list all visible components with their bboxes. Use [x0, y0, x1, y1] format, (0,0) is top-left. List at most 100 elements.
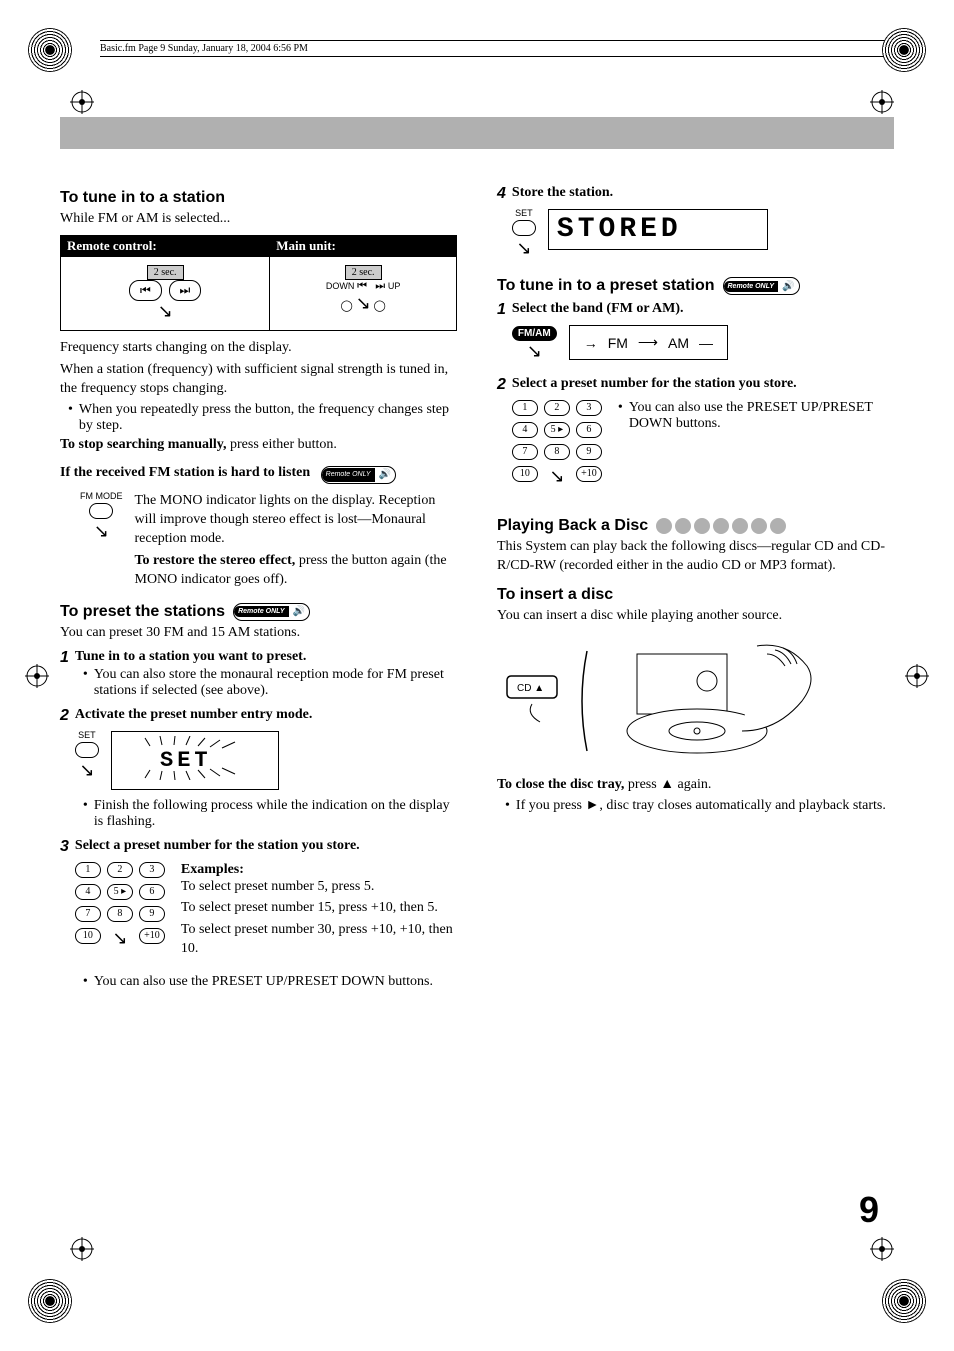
- key-5[interactable]: 5 ▸: [107, 884, 133, 900]
- key-10[interactable]: 10: [512, 466, 538, 482]
- key-8[interactable]: 8: [544, 444, 570, 460]
- key-7[interactable]: 7: [512, 444, 538, 460]
- remote-only-text: Remote ONLY: [724, 281, 779, 292]
- step-4-title: Store the station.: [512, 185, 613, 200]
- mono-text: The MONO indicator lights on the display…: [135, 492, 458, 549]
- crop-mark: [70, 1237, 94, 1261]
- set-label: SET: [512, 209, 536, 218]
- press-icon: ↘: [158, 301, 173, 321]
- th-main: Main unit:: [270, 235, 457, 256]
- press-icon: ↘: [356, 293, 371, 313]
- key-7[interactable]: 7: [75, 906, 101, 922]
- flow-fm: FM: [608, 335, 628, 351]
- knob-icon[interactable]: ◯: [373, 300, 385, 312]
- tune-subtitle: While FM or AM is selected...: [60, 210, 457, 229]
- preset-step-1: 1 Select the band (FM or AM). FM/AM ↘ → …: [497, 301, 894, 370]
- heading-text: To preset the stations: [60, 603, 225, 621]
- number-keypad: 1 2 3 4 5 ▸ 6 7 8 9 10 ↘ +10: [512, 400, 602, 487]
- two-sec-label: 2 sec.: [345, 265, 382, 280]
- insert-paragraph: You can insert a disc while playing anot…: [497, 607, 894, 626]
- key-3[interactable]: 3: [576, 400, 602, 416]
- step-number: 2: [60, 707, 69, 725]
- key-3[interactable]: 3: [139, 862, 165, 878]
- close-bullet-text: If you press ►, disc tray closes automat…: [516, 798, 886, 814]
- key-plus-10[interactable]: +10: [139, 928, 165, 944]
- step-1-bullet: You can also store the monaural receptio…: [94, 667, 457, 699]
- fm-mode-button[interactable]: [89, 503, 113, 519]
- examples-heading: Examples:: [181, 862, 244, 877]
- press-icon: ↘: [516, 238, 531, 258]
- skip-prev-icon: ⏮ ⏭: [357, 280, 388, 292]
- page-header-meta: Basic.fm Page 9 Sunday, January 18, 2004…: [100, 40, 894, 57]
- key-9[interactable]: 9: [139, 906, 165, 922]
- play-paragraph: This System can play back the following …: [497, 538, 894, 576]
- step-number: 2: [497, 376, 506, 394]
- restore-text: To restore the stereo effect, press the …: [135, 552, 458, 590]
- heading-tune-preset: To tune in to a preset station Remote ON…: [497, 277, 894, 295]
- crop-mark: [70, 90, 94, 114]
- key-1[interactable]: 1: [75, 862, 101, 878]
- preset-step-2-title: Select a preset number for the station y…: [512, 376, 797, 391]
- hard-listen-label: If the received FM station is hard to li…: [60, 465, 310, 480]
- hard-listen-row: If the received FM station is hard to li…: [60, 464, 457, 484]
- step-number: 4: [497, 185, 506, 203]
- fm-am-button[interactable]: FM/AM: [512, 326, 557, 341]
- step-3-title: Select a preset number for the station y…: [75, 838, 360, 853]
- th-remote: Remote control:: [61, 235, 270, 256]
- display-stored: STORED: [548, 209, 768, 250]
- stored-text: STORED: [557, 214, 682, 245]
- key-6[interactable]: 6: [576, 422, 602, 438]
- bullet-text: When you repeatedly press the button, th…: [79, 402, 457, 434]
- step-3: 3 Select a preset number for the station…: [60, 838, 457, 993]
- set-button[interactable]: [512, 220, 536, 236]
- key-9[interactable]: 9: [576, 444, 602, 460]
- up-label: UP: [388, 281, 401, 291]
- preset-sub: You can preset 30 FM and 15 AM stations.: [60, 624, 457, 643]
- step-1-title: Tune in to a station you want to preset.: [75, 649, 306, 664]
- close-tray: To close the disc tray, press ▲ again.: [497, 776, 894, 795]
- heading-playing-disc: Playing Back a Disc: [497, 517, 894, 535]
- right-column: 4 Store the station. SET ↘ STORED To tun…: [497, 179, 894, 998]
- key-2[interactable]: 2: [544, 400, 570, 416]
- example-3: To select preset number 30, press +10, +…: [181, 921, 457, 959]
- heading-insert-disc: To insert a disc: [497, 586, 894, 604]
- fm-mode-block: FM MODE ↘ The MONO indicator lights on t…: [80, 492, 457, 592]
- section-gray-bar: [60, 117, 894, 149]
- example-2: To select preset number 15, press +10, t…: [181, 899, 457, 918]
- stop-searching: To stop searching manually, press either…: [60, 436, 457, 455]
- disc-insert-illustration: CD ▲: [497, 636, 894, 766]
- preset-step-2: 2 Select a preset number for the station…: [497, 376, 894, 487]
- left-column: To tune in to a station While FM or AM i…: [60, 179, 457, 998]
- restore-bold: To restore the stereo effect,: [135, 553, 296, 568]
- crop-mark: [870, 1237, 894, 1261]
- control-table: Remote control: Main unit: 2 sec. ⏮ ⏭ ↘ …: [60, 235, 457, 331]
- step-2-bullet: Finish the following process while the i…: [94, 798, 457, 830]
- registration-mark: [882, 1279, 926, 1323]
- registration-mark: [882, 28, 926, 72]
- preset-step-2-bullet: You can also use the PRESET UP/PRESET DO…: [629, 400, 894, 432]
- knob-icon[interactable]: ◯: [341, 300, 353, 312]
- key-5[interactable]: 5 ▸: [544, 422, 570, 438]
- key-1[interactable]: 1: [512, 400, 538, 416]
- key-plus-10[interactable]: +10: [576, 466, 602, 482]
- step-4: 4 Store the station. SET ↘ STORED: [497, 185, 894, 267]
- key-10[interactable]: 10: [75, 928, 101, 944]
- two-sec-label: 2 sec.: [147, 265, 184, 280]
- arrow-icon: —: [699, 335, 713, 351]
- press-icon: ↘: [79, 760, 94, 780]
- sound-icon: 🔊: [289, 606, 309, 617]
- step-2: 2 Activate the preset number entry mode.…: [60, 707, 457, 832]
- key-4[interactable]: 4: [512, 422, 538, 438]
- remote-prev-button[interactable]: ⏮: [129, 280, 162, 301]
- key-4[interactable]: 4: [75, 884, 101, 900]
- set-button[interactable]: [75, 742, 99, 758]
- remote-next-button[interactable]: ⏭: [169, 280, 202, 301]
- key-8[interactable]: 8: [107, 906, 133, 922]
- key-6[interactable]: 6: [139, 884, 165, 900]
- close-rest: press ▲ again.: [624, 777, 711, 792]
- key-2[interactable]: 2: [107, 862, 133, 878]
- heading-preset-stations: To preset the stations Remote ONLY 🔊: [60, 603, 457, 621]
- example-1: To select preset number 5, press 5.: [181, 878, 457, 897]
- step-number: 1: [497, 301, 506, 319]
- crop-mark: [25, 664, 49, 688]
